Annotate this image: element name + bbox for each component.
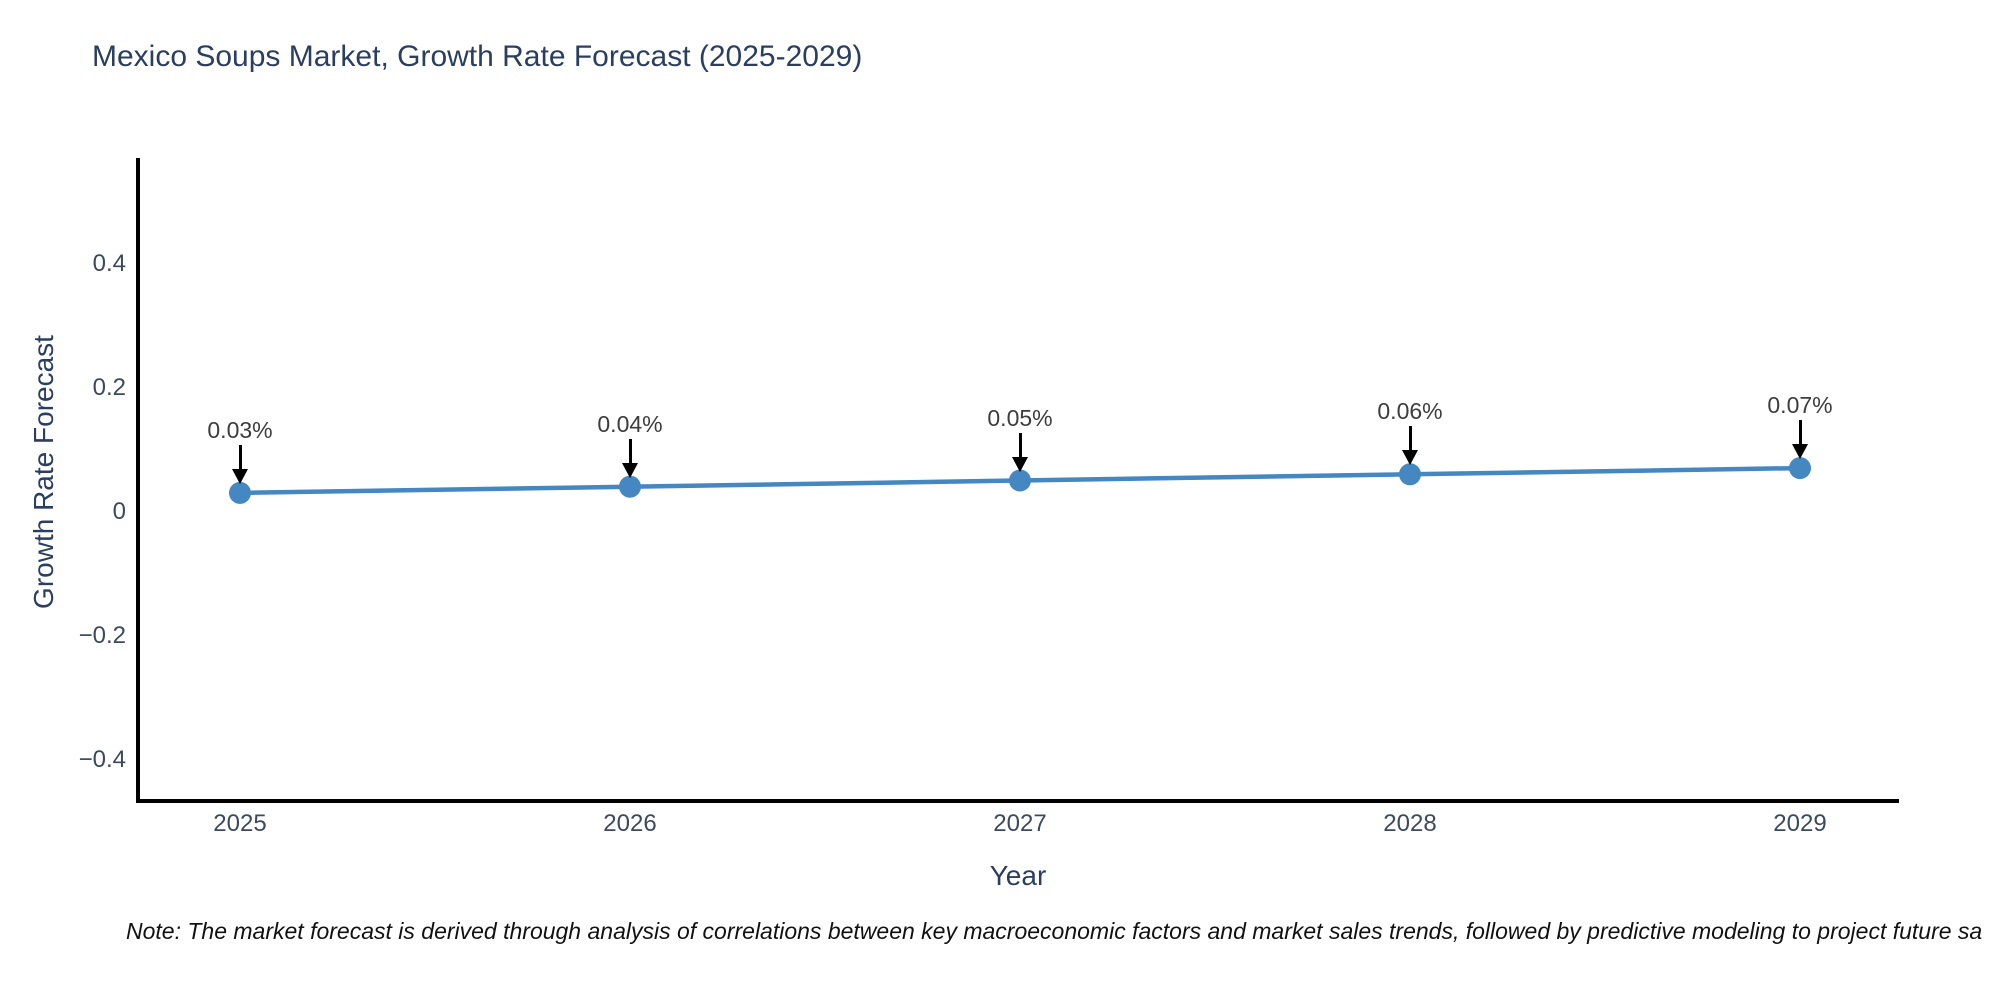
y-tick-label: −0.4 xyxy=(78,745,126,773)
x-axis-line xyxy=(136,799,1899,803)
y-tick-label: 0 xyxy=(112,497,126,525)
annotation-arrow-stem xyxy=(1798,420,1802,446)
annotation-label: 0.07% xyxy=(1767,392,1833,419)
annotation-arrow-head-icon xyxy=(1012,456,1028,472)
chart-title: Mexico Soups Market, Growth Rate Forecas… xyxy=(92,40,863,73)
data-point-marker xyxy=(619,475,641,498)
annotation-arrow-head-icon xyxy=(1402,450,1418,466)
annotation-arrow-head-icon xyxy=(1792,444,1808,460)
y-tick-label: −0.2 xyxy=(78,621,126,649)
annotation-arrow-stem xyxy=(1018,432,1022,458)
x-tick-label: 2026 xyxy=(603,810,657,837)
annotation-arrow-stem xyxy=(238,444,242,470)
footnote: Note: The market forecast is derived thr… xyxy=(126,918,1983,944)
annotation-arrow-head-icon xyxy=(232,468,248,484)
x-tick-label: 2029 xyxy=(1773,810,1827,837)
annotation-arrow-stem xyxy=(628,438,632,464)
data-point-marker xyxy=(229,481,251,504)
annotation-arrow-stem xyxy=(1408,426,1412,452)
y-tick-label: 0.2 xyxy=(92,373,126,401)
x-axis-title: Year xyxy=(989,860,1047,891)
x-tick-label: 2025 xyxy=(213,810,267,837)
y-axis-line xyxy=(136,158,140,803)
data-point-marker xyxy=(1399,463,1421,486)
data-point-marker xyxy=(1009,469,1031,492)
annotation-label: 0.03% xyxy=(207,416,273,443)
annotation-label: 0.05% xyxy=(987,404,1053,431)
y-tick-label: 0.4 xyxy=(92,249,126,277)
annotation-arrow-head-icon xyxy=(622,462,638,478)
x-tick-label: 2027 xyxy=(993,810,1047,837)
data-point-marker xyxy=(1789,457,1811,480)
x-tick-label: 2028 xyxy=(1383,810,1437,837)
annotation-label: 0.06% xyxy=(1377,398,1443,425)
annotation-label: 0.04% xyxy=(597,410,663,437)
